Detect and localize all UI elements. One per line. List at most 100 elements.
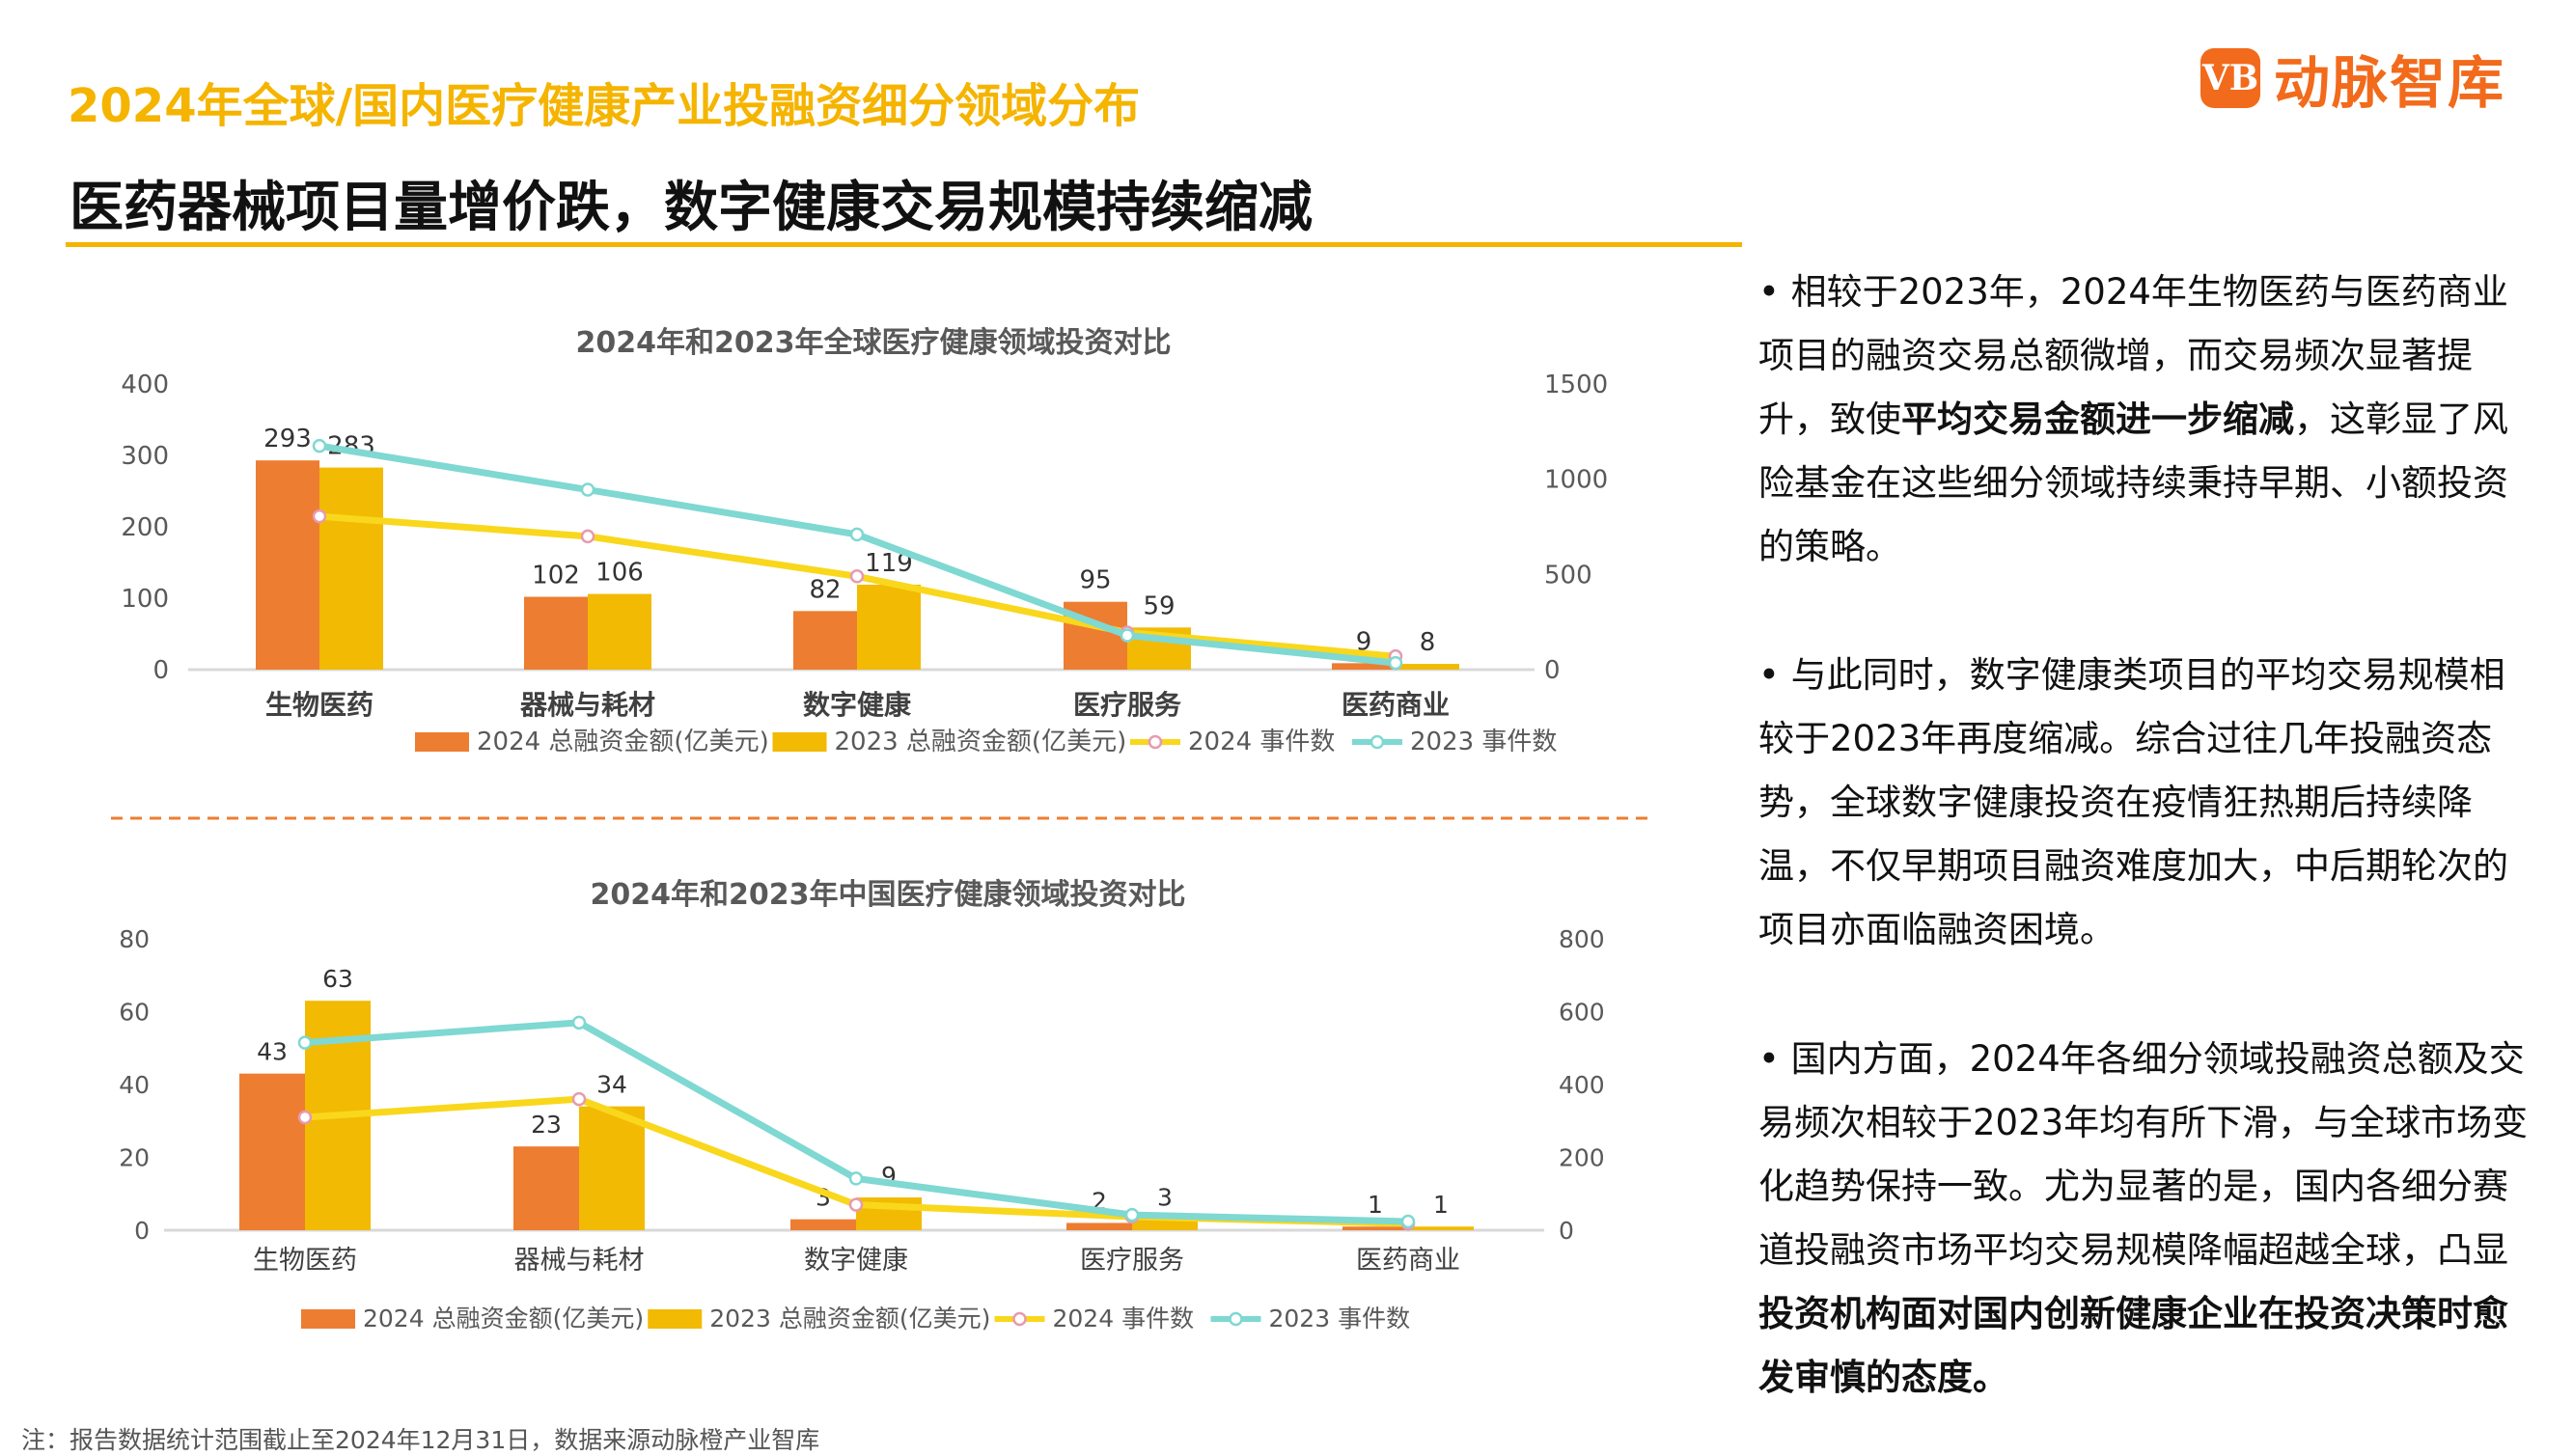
legend-swatch — [415, 732, 469, 752]
right-axis-tick: 1000 — [1544, 466, 1608, 495]
bar-data-label: 9 — [1356, 627, 1372, 656]
legend-label: 2024 总融资金额(亿美元) — [477, 728, 769, 756]
right-axis-tick: 0 — [1544, 656, 1561, 685]
chart-title: 2024年和2023年全球医疗健康领域投资对比 — [576, 326, 1172, 360]
bar-data-label: 3 — [1157, 1184, 1173, 1212]
legend-label: 2024 事件数 — [1188, 728, 1335, 756]
logo: VB 动脉智库 — [2200, 43, 2505, 116]
title-underline — [66, 242, 1742, 247]
left-axis-tick: 100 — [121, 585, 169, 614]
category-label: 医疗服务 — [1073, 689, 1181, 721]
bar-2024 — [1342, 1226, 1408, 1230]
bar-data-label: 102 — [532, 562, 580, 591]
left-axis-tick: 80 — [119, 925, 150, 953]
legend-marker — [1229, 1311, 1243, 1327]
bar-2024 — [256, 460, 319, 670]
legend-label: 2023 事件数 — [1410, 728, 1557, 756]
line-point — [312, 438, 327, 453]
right-axis-tick: 600 — [1559, 999, 1605, 1027]
bar-2024 — [790, 1219, 856, 1230]
legend-swatch — [772, 732, 827, 752]
line-point — [849, 527, 865, 542]
bar-data-label: 59 — [1143, 591, 1175, 620]
category-label: 数字健康 — [803, 689, 912, 721]
category-label: 生物医药 — [253, 1246, 357, 1276]
line-point — [1120, 628, 1135, 643]
legend-label: 2023 总融资金额(亿美元) — [835, 728, 1127, 756]
left-axis-tick: 400 — [121, 371, 169, 399]
legend-label: 2023 总融资金额(亿美元) — [709, 1305, 990, 1332]
bar-2023 — [1408, 1226, 1474, 1230]
bar-2023 — [579, 1106, 645, 1230]
line-point — [1124, 1207, 1140, 1222]
bar-2023 — [857, 584, 921, 670]
bar-2024 — [239, 1073, 305, 1230]
logo-icon: VB — [2200, 48, 2260, 108]
legend-label: 2024 事件数 — [1053, 1305, 1195, 1332]
emphasis-text: 平均交易金额进一步缩减 — [1901, 398, 2294, 440]
logo-text: 动脉智库 — [2274, 50, 2506, 116]
bar-2024 — [793, 611, 857, 670]
bar-2023 — [588, 593, 651, 670]
page-subtitle: 医药器械项目量增价跌，数字健康交易规模持续缩减 — [69, 177, 1313, 239]
bar-2024 — [1066, 1222, 1132, 1230]
footnote: 注：报告数据统计范围截止至2024年12月31日，数据来源动脉橙产业智库 — [21, 1426, 820, 1454]
line-point — [580, 482, 595, 497]
right-axis-tick: 1500 — [1544, 371, 1608, 399]
right-axis-tick: 800 — [1559, 925, 1605, 953]
bar-data-label: 43 — [257, 1038, 288, 1066]
line-point — [571, 1091, 587, 1107]
emphasis-text: 投资机构面对国内创新健康企业在投资决策时愈发审慎的态度。 — [1758, 1293, 2508, 1398]
legend-marker — [1370, 734, 1385, 750]
body-text: • 相较于2023年，2024年生物医药与医药商业项目的融资交易总额微增，而交易… — [1758, 271, 2508, 440]
bar-data-label: 63 — [322, 965, 353, 993]
category-label: 器械与耗材 — [519, 689, 655, 721]
line-point — [312, 508, 327, 524]
charts-canvas: 2024年和2023年全球医疗健康领域投资对比01002003004000500… — [111, 326, 1650, 1332]
legend-marker — [1148, 734, 1163, 750]
body-text: • 国内方面，2024年各细分领域投融资总额及交易频次相较于2023年均有所下滑… — [1758, 1038, 2529, 1271]
category-label: 医药商业 — [1342, 689, 1450, 721]
bar-data-label: 1 — [1433, 1191, 1449, 1219]
line-point — [580, 529, 595, 544]
legend-swatch — [301, 1309, 355, 1329]
bar-2023 — [1396, 664, 1459, 670]
bar-2024 — [513, 1146, 579, 1230]
bar-data-label: 95 — [1079, 566, 1111, 595]
paragraph-3: • 国内方面，2024年各细分领域投融资总额及交易频次相较于2023年均有所下滑… — [1758, 1028, 2535, 1410]
legend-label: 2023 事件数 — [1269, 1305, 1411, 1332]
left-axis-tick: 200 — [121, 513, 169, 542]
bar-data-label: 106 — [595, 559, 644, 588]
left-axis-tick: 40 — [119, 1071, 150, 1099]
right-axis-tick: 400 — [1559, 1071, 1605, 1099]
body-text: ，这彰显了风险基金在这些细分领域持续秉持早期、小额投资的策略。 — [1758, 398, 2508, 567]
category-label: 医疗服务 — [1080, 1246, 1184, 1276]
legend-label: 2024 总融资金额(亿美元) — [363, 1305, 644, 1332]
body-text: • 与此同时，数字健康类项目的平均交易规模相较于2023年再度缩减。综合过往几年… — [1758, 654, 2508, 950]
bar-data-label: 8 — [1420, 628, 1436, 657]
left-axis-tick: 20 — [119, 1144, 150, 1172]
bar-2023 — [319, 467, 383, 670]
bar-data-label: 23 — [531, 1111, 562, 1139]
line-point — [848, 1171, 864, 1186]
line-point — [1388, 655, 1403, 671]
category-label: 数字健康 — [804, 1246, 908, 1276]
line-point — [849, 569, 865, 584]
left-axis-tick: 60 — [119, 999, 150, 1027]
left-axis-tick: 0 — [152, 656, 169, 685]
legend-marker — [1012, 1311, 1027, 1327]
category-label: 器械与耗材 — [514, 1246, 645, 1276]
bar-data-label: 34 — [596, 1071, 627, 1099]
left-axis-tick: 300 — [121, 442, 169, 471]
right-axis-tick: 0 — [1559, 1217, 1574, 1245]
bar-2023 — [1132, 1219, 1198, 1230]
line-point — [297, 1110, 313, 1125]
paragraph-1: • 相较于2023年，2024年生物医药与医药商业项目的融资交易总额微增，而交易… — [1758, 261, 2535, 579]
left-axis-tick: 0 — [134, 1217, 150, 1245]
bar-data-label: 82 — [809, 575, 841, 604]
legend-swatch — [648, 1309, 703, 1329]
page-title: 2024年全球/国内医疗健康产业投融资细分领域分布 — [68, 79, 1141, 133]
paragraph-2: • 与此同时，数字健康类项目的平均交易规模相较于2023年再度缩减。综合过往几年… — [1758, 644, 2535, 962]
chart-title: 2024年和2023年中国医疗健康领域投资对比 — [591, 878, 1186, 912]
right-axis-tick: 500 — [1544, 561, 1592, 590]
